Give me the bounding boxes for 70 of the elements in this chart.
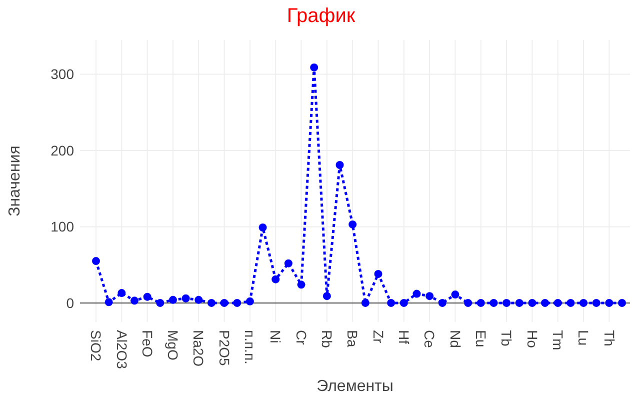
- y-axis-title: Значения: [6, 146, 24, 216]
- chart-title: График: [286, 5, 356, 27]
- point: [361, 298, 370, 307]
- point: [297, 280, 306, 289]
- x-axis-title: Элементы: [316, 378, 394, 395]
- x-tick-label: Al2O3: [114, 330, 130, 370]
- x-tick-label: Ho: [524, 330, 540, 348]
- point: [143, 292, 152, 301]
- point: [502, 298, 511, 307]
- point: [130, 296, 138, 305]
- x-tick-label: Tm: [550, 330, 566, 350]
- x-tick-label: Nd: [447, 330, 464, 348]
- point: [400, 298, 408, 307]
- x-tick-label: Na2O: [190, 330, 207, 367]
- point: [92, 257, 100, 266]
- y-tick-label: 200: [50, 142, 74, 158]
- point: [194, 296, 203, 304]
- point: [156, 298, 164, 307]
- x-tick-label: Ba: [344, 330, 361, 348]
- x-tick-label: MgO: [165, 330, 182, 360]
- point: [220, 298, 228, 307]
- point: [580, 298, 588, 307]
- x-tick-label: Ce: [422, 330, 438, 348]
- x-tick-label: п.п.п.: [242, 330, 258, 364]
- point: [412, 290, 421, 298]
- point: [387, 298, 396, 307]
- point: [272, 275, 280, 284]
- point: [374, 270, 382, 278]
- point: [182, 294, 190, 302]
- point: [258, 223, 267, 232]
- point: [476, 298, 485, 307]
- point: [605, 298, 614, 307]
- y-tick-label: 300: [50, 66, 74, 82]
- x-tick-label: Hf: [396, 330, 412, 344]
- point: [233, 298, 242, 307]
- x-tick-label: Tb: [498, 330, 515, 347]
- x-tick-label: P2O5: [216, 330, 232, 366]
- point: [490, 298, 498, 307]
- point: [566, 298, 575, 307]
- point: [118, 289, 126, 298]
- x-tick-label: Zr: [370, 330, 386, 344]
- point: [451, 290, 460, 299]
- point: [207, 298, 216, 307]
- point: [348, 220, 357, 228]
- point: [310, 63, 318, 72]
- point: [464, 298, 472, 307]
- point: [336, 160, 344, 169]
- x-tick-label: Cr: [293, 330, 310, 346]
- y-tick-label: 0: [66, 294, 74, 311]
- point: [104, 298, 113, 306]
- x-tick-label: Eu: [472, 330, 489, 348]
- point: [322, 292, 331, 300]
- x-tick-label: Lu: [576, 330, 592, 346]
- point: [284, 259, 292, 268]
- point: [168, 296, 177, 304]
- x-tick-label: Th: [601, 330, 618, 346]
- point: [426, 292, 434, 300]
- x-tick-label: FeO: [139, 330, 156, 358]
- y-tick-label: 100: [50, 218, 74, 235]
- x-tick-label: SiO2: [88, 330, 104, 362]
- point: [554, 298, 562, 307]
- point: [246, 297, 254, 306]
- point: [541, 298, 550, 307]
- point: [438, 298, 446, 307]
- point: [618, 298, 626, 307]
- point: [528, 298, 536, 307]
- point: [515, 298, 524, 307]
- x-tick-label: Rb: [319, 330, 336, 348]
- point: [592, 298, 600, 307]
- x-tick-label: Ni: [268, 330, 284, 344]
